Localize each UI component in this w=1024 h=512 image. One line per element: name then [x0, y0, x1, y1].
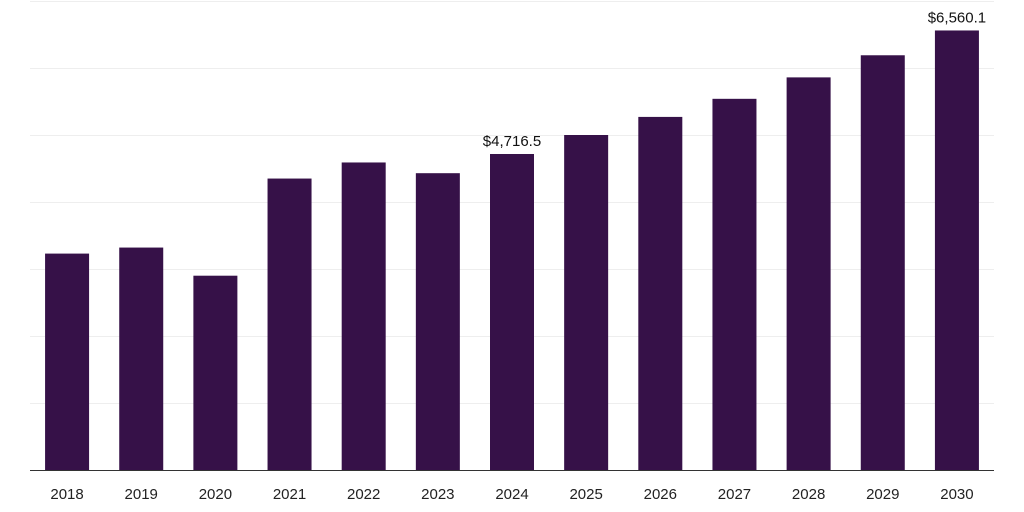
data-label-2024: $4,716.5: [483, 133, 541, 150]
x-tick-label-2021: 2021: [273, 486, 306, 503]
x-tick-label-2023: 2023: [421, 486, 454, 503]
bar-2027: [712, 98, 757, 470]
x-tick-labels: 2018 2019 2020 2021 2022 2023 2024 2025 2026 2027…: [50, 486, 973, 503]
x-tick-label-2020: 2020: [199, 486, 232, 503]
bar-2023: [415, 173, 460, 470]
bar-2029: [860, 55, 905, 471]
x-tick-label-2024: 2024: [495, 486, 528, 503]
bars: [45, 30, 979, 471]
data-labels: $4,716.5 $6,560.1: [483, 9, 986, 150]
x-tick-label-2028: 2028: [792, 486, 825, 503]
x-tick-label-2030: 2030: [940, 486, 973, 503]
bar-2025: [564, 135, 609, 470]
bar-2028: [786, 77, 831, 470]
bar-2022: [341, 162, 386, 470]
x-tick-label-2025: 2025: [569, 486, 602, 503]
bar-2021: [267, 178, 312, 471]
x-tick-label-2029: 2029: [866, 486, 899, 503]
data-label-2030: $6,560.1: [928, 9, 986, 26]
x-tick-label-2027: 2027: [718, 486, 751, 503]
bar-2019: [119, 247, 164, 470]
bar-2018: [45, 253, 90, 470]
x-tick-label-2018: 2018: [50, 486, 83, 503]
bar-2024: [490, 153, 534, 470]
x-tick-label-2022: 2022: [347, 486, 380, 503]
bar-2030: [934, 30, 979, 471]
x-tick-label-2026: 2026: [644, 486, 677, 503]
x-tick-label-2019: 2019: [125, 486, 158, 503]
bar-2026: [638, 116, 683, 470]
bar-2020: [193, 275, 238, 470]
